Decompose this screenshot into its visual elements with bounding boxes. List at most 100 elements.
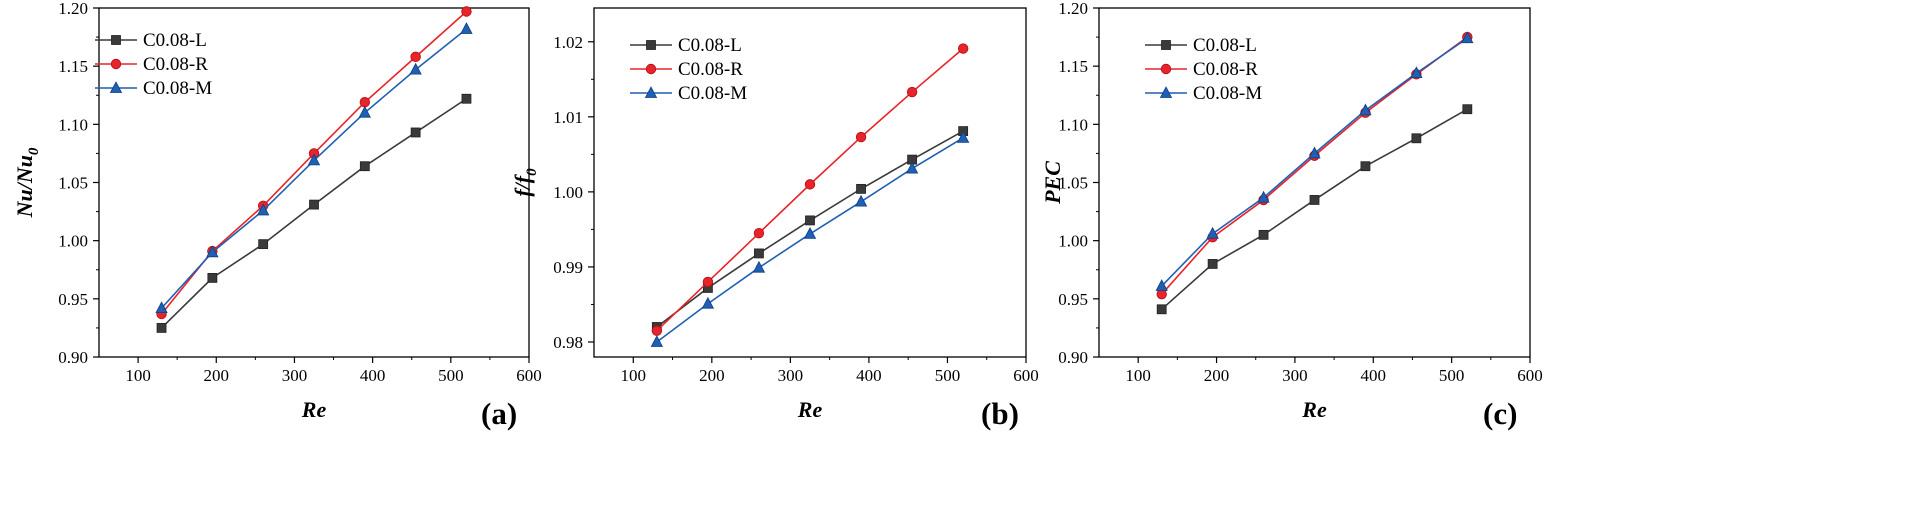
- data-point-C0.08-L: [805, 215, 815, 226]
- data-point-C0.08-M: [854, 194, 868, 207]
- data-point-C0.08-M: [1257, 190, 1270, 203]
- data-point-C0.08-M: [1461, 31, 1474, 44]
- data-point-C0.08-L: [156, 323, 167, 333]
- y-tick-label: 0.95: [58, 290, 88, 309]
- y-tick-label: 1.00: [553, 183, 583, 202]
- data-point-C0.08-M: [155, 301, 168, 314]
- data-point-C0.08-R: [804, 179, 816, 190]
- data-point-C0.08-R: [855, 131, 867, 143]
- data-point-C0.08-M: [460, 22, 473, 34]
- data-point-C0.08-L: [1156, 304, 1167, 315]
- data-point-C0.08-R: [410, 51, 421, 63]
- data-point-C0.08-R: [651, 325, 663, 336]
- data-point-C0.08-M: [206, 245, 219, 258]
- x-tick-label: 200: [1204, 366, 1230, 385]
- x-tick-label: 200: [204, 366, 230, 385]
- data-point-C0.08-L: [754, 248, 764, 259]
- x-tick-label: 400: [1361, 366, 1387, 385]
- data-point-C0.08-M: [409, 62, 422, 75]
- x-tick-label: 300: [1282, 366, 1308, 385]
- y-tick-label: 1.15: [58, 57, 88, 76]
- x-tick-label: 600: [1517, 366, 1543, 385]
- y-tick-label: 0.95: [1058, 290, 1088, 309]
- y-axis-title-main: f/f: [510, 173, 535, 196]
- data-point-C0.08-L: [1258, 229, 1269, 240]
- data-point-C0.08-M: [957, 130, 970, 143]
- y-axis-title-main: Nu/Nu: [12, 155, 37, 218]
- y-axis-title: f/f0: [510, 168, 540, 197]
- y-tick-label: 1.10: [58, 115, 88, 134]
- y-axis-title: Nu/Nu0: [12, 147, 42, 218]
- y-tick-label: 1.10: [1058, 115, 1088, 134]
- y-tick-label: 1.01: [553, 108, 583, 127]
- data-point-C0.08-L: [410, 127, 421, 138]
- y-tick-label: 0.98: [553, 333, 583, 352]
- x-tick-label: 500: [935, 366, 961, 385]
- data-point-C0.08-R: [957, 43, 969, 54]
- data-point-C0.08-M: [257, 203, 270, 216]
- x-tick-label: 300: [778, 366, 804, 385]
- panel-label: (b): [981, 396, 1019, 431]
- y-axis-title-main: PEC: [1040, 161, 1065, 205]
- y-axis-title-subscript: 0: [26, 147, 42, 155]
- legend-marker: [646, 40, 656, 50]
- x-tick-label: 300: [282, 366, 308, 385]
- y-tick-label: 1.05: [1058, 174, 1088, 193]
- data-point-C0.08-R: [906, 86, 918, 98]
- legend-label: C0.08-R: [143, 54, 208, 75]
- data-point-C0.08-R: [753, 227, 765, 239]
- legend-label: C0.08-R: [1193, 59, 1258, 80]
- data-point-C0.08-M: [650, 335, 663, 347]
- y-axis-title-subscript: 0: [524, 168, 540, 176]
- data-point-C0.08-L: [258, 239, 269, 250]
- data-point-C0.08-L: [1360, 161, 1371, 172]
- legend-label: C0.08-M: [1193, 83, 1262, 104]
- data-point-C0.08-L: [1462, 104, 1473, 115]
- data-point-C0.08-L: [1309, 195, 1320, 205]
- legend-marker: [110, 58, 122, 70]
- y-tick-label: 0.99: [553, 258, 583, 277]
- x-tick-label: 100: [125, 366, 151, 385]
- data-point-C0.08-M: [358, 105, 371, 118]
- legend-label: C0.08-L: [143, 30, 207, 51]
- chart-panel-3: 100 200 300 400 500 600 0.90 0.95 1.00 1.05 1.10 1.…: [1040, 0, 1543, 431]
- legend-marker: [644, 86, 658, 98]
- legend-marker: [1160, 63, 1172, 75]
- data-point-C0.08-R: [359, 97, 371, 108]
- data-point-C0.08-M: [1206, 226, 1219, 239]
- data-point-C0.08-M: [803, 227, 817, 239]
- y-tick-label: 1.02: [553, 33, 583, 52]
- legend-marker: [109, 81, 123, 93]
- y-tick-label: 1.20: [58, 0, 88, 18]
- x-tick-label: 100: [621, 366, 647, 385]
- data-point-C0.08-M: [307, 153, 321, 166]
- chart-panel-1: 100 200 300 400 500 600 0.90 0.95 1.00 1.05 1.10 1.…: [12, 0, 542, 431]
- y-axis-title: PEC: [1040, 161, 1065, 205]
- x-tick-label: 100: [1125, 366, 1151, 385]
- y-tick-label: 1.00: [1058, 232, 1088, 251]
- y-tick-label: 1.20: [1058, 0, 1088, 18]
- panel-label: (c): [1483, 396, 1517, 431]
- series-line-C0.08-L: [1161, 108, 1468, 310]
- data-point-C0.08-R: [702, 276, 714, 288]
- data-point-C0.08-L: [1207, 259, 1218, 269]
- data-point-C0.08-L: [359, 161, 370, 172]
- data-point-C0.08-M: [1155, 279, 1168, 291]
- data-point-C0.08-L: [309, 199, 319, 210]
- y-tick-label: 0.90: [58, 348, 88, 367]
- legend-label: C0.08-L: [678, 35, 742, 56]
- y-tick-label: 1.00: [58, 232, 88, 251]
- x-tick-label: 400: [360, 366, 386, 385]
- data-point-C0.08-M: [752, 260, 766, 273]
- legend-marker: [111, 35, 121, 45]
- data-point-C0.08-M: [1359, 103, 1372, 116]
- x-tick-label: 600: [516, 366, 542, 385]
- y-tick-label: 1.15: [1058, 57, 1088, 76]
- y-tick-label: 0.90: [1058, 348, 1088, 367]
- data-point-C0.08-M: [1410, 66, 1423, 79]
- x-axis-title: Re: [797, 397, 823, 422]
- legend-marker: [1159, 86, 1173, 98]
- series-line-C0.08-L: [160, 98, 467, 329]
- legend-label: C0.08-L: [1193, 35, 1257, 56]
